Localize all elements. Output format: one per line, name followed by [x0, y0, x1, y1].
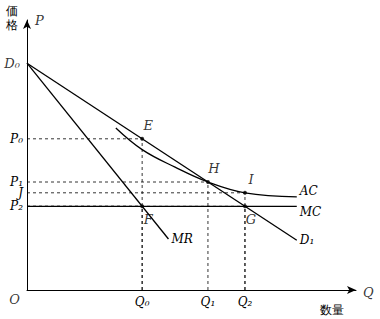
svg-text:D₀: D₀: [3, 56, 20, 71]
svg-text:MC: MC: [299, 205, 321, 219]
svg-text:P₀: P₀: [9, 132, 23, 146]
svg-text:AC: AC: [299, 184, 318, 198]
svg-text:P: P: [34, 13, 44, 28]
svg-text:I: I: [247, 172, 254, 187]
svg-text:Q: Q: [363, 285, 374, 300]
svg-text:MR: MR: [170, 232, 192, 246]
svg-text:価: 価: [6, 4, 18, 18]
svg-text:G: G: [246, 212, 256, 227]
svg-text:格: 格: [5, 18, 18, 32]
svg-text:P₁: P₁: [10, 175, 23, 189]
svg-text:Q₀: Q₀: [135, 295, 150, 309]
svg-text:F: F: [143, 212, 154, 227]
svg-text:Q₂: Q₂: [238, 295, 253, 309]
svg-text:J: J: [15, 186, 24, 200]
svg-text:H: H: [207, 161, 220, 176]
svg-text:Q₁: Q₁: [201, 295, 216, 309]
svg-text:D₁: D₁: [299, 233, 314, 247]
svg-text:O: O: [9, 292, 20, 307]
svg-text:E: E: [142, 118, 153, 133]
svg-text:P₂: P₂: [9, 199, 23, 213]
svg-text:数量: 数量: [320, 303, 344, 317]
